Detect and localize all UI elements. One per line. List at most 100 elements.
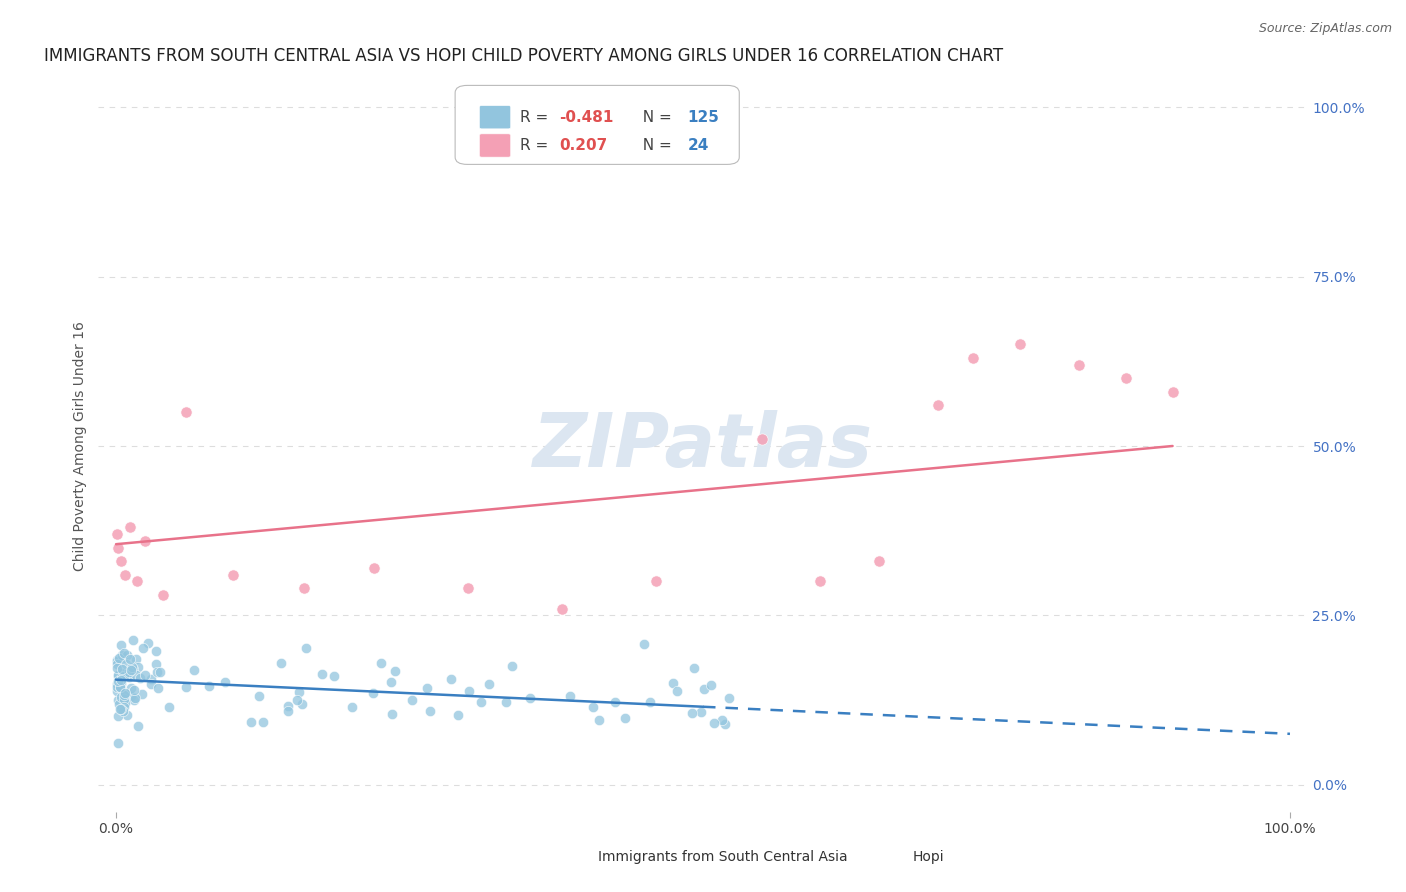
Point <box>107 651 129 665</box>
Text: IMMIGRANTS FROM SOUTH CENTRAL ASIA VS HOPI CHILD POVERTY AMONG GIRLS UNDER 16 CO: IMMIGRANTS FROM SOUTH CENTRAL ASIA VS HO… <box>44 47 1002 65</box>
Point <box>183 663 205 677</box>
Text: 125: 125 <box>688 110 718 125</box>
Point <box>501 659 523 673</box>
Point <box>457 581 479 595</box>
Point <box>112 699 135 714</box>
Point <box>214 675 236 690</box>
Point <box>107 667 129 681</box>
Point <box>110 701 132 715</box>
Point <box>638 695 661 709</box>
Point <box>115 687 138 701</box>
Point <box>665 684 688 698</box>
Point <box>110 673 132 687</box>
Point <box>111 665 134 680</box>
Text: Source: ZipAtlas.com: Source: ZipAtlas.com <box>1258 22 1392 36</box>
Point <box>285 693 308 707</box>
Point <box>582 699 605 714</box>
Point <box>105 661 128 675</box>
Point <box>112 689 135 703</box>
FancyBboxPatch shape <box>479 134 510 157</box>
Point <box>495 695 517 709</box>
Point <box>131 687 153 701</box>
Point <box>477 676 499 690</box>
Point <box>112 668 135 682</box>
Point <box>105 684 128 698</box>
Point <box>751 432 773 446</box>
Point <box>110 690 132 704</box>
Point <box>381 707 404 722</box>
Point <box>105 677 128 691</box>
Point <box>121 660 143 674</box>
FancyBboxPatch shape <box>531 847 591 868</box>
Point <box>440 672 463 686</box>
Point <box>1067 358 1090 372</box>
Point <box>107 669 129 683</box>
Point <box>107 697 129 711</box>
Point <box>240 715 263 730</box>
Point <box>105 653 128 667</box>
Point <box>122 633 145 648</box>
Point <box>107 674 129 689</box>
Point <box>519 690 541 705</box>
Point <box>222 567 245 582</box>
Point <box>614 711 637 725</box>
Point <box>115 708 138 723</box>
Point <box>124 668 146 682</box>
Point <box>270 656 292 670</box>
Point <box>384 665 406 679</box>
Point <box>114 696 136 710</box>
Point <box>112 647 135 661</box>
Point <box>124 691 146 706</box>
Point <box>291 697 314 711</box>
Point <box>114 686 136 700</box>
Point <box>551 601 574 615</box>
Point <box>110 638 132 652</box>
Point <box>120 520 142 534</box>
Point <box>145 657 167 671</box>
Point <box>108 673 131 687</box>
Point <box>277 704 299 718</box>
Point <box>252 715 274 730</box>
Point <box>363 561 385 575</box>
Point <box>107 736 129 750</box>
Point <box>120 663 142 677</box>
Text: N =: N = <box>633 110 676 125</box>
Point <box>149 665 172 679</box>
Point <box>146 665 169 679</box>
Point <box>370 657 392 671</box>
Point <box>107 541 129 555</box>
Point <box>141 672 163 686</box>
Point <box>340 700 363 714</box>
Point <box>145 644 167 658</box>
Point <box>247 689 270 703</box>
FancyBboxPatch shape <box>479 105 510 128</box>
Point <box>111 670 134 684</box>
Point <box>117 670 139 684</box>
Point <box>292 581 315 595</box>
Point <box>112 692 135 706</box>
Point <box>295 640 318 655</box>
Point <box>470 695 492 709</box>
Point <box>416 681 439 695</box>
Point <box>112 697 135 711</box>
Point <box>120 690 142 704</box>
Point <box>122 693 145 707</box>
Point <box>124 683 146 698</box>
Point <box>174 680 197 694</box>
Point <box>681 706 703 720</box>
Text: R =: R = <box>520 138 554 153</box>
Point <box>139 677 162 691</box>
Point <box>122 661 145 675</box>
Point <box>107 709 129 723</box>
Point <box>120 681 142 696</box>
Point <box>127 719 149 733</box>
Text: 0.207: 0.207 <box>560 138 607 153</box>
Point <box>868 554 890 568</box>
Point <box>110 554 132 568</box>
Point <box>714 717 737 731</box>
Point <box>401 693 423 707</box>
Point <box>457 684 479 698</box>
Point <box>700 678 723 692</box>
Point <box>114 567 136 582</box>
Point <box>110 702 132 716</box>
